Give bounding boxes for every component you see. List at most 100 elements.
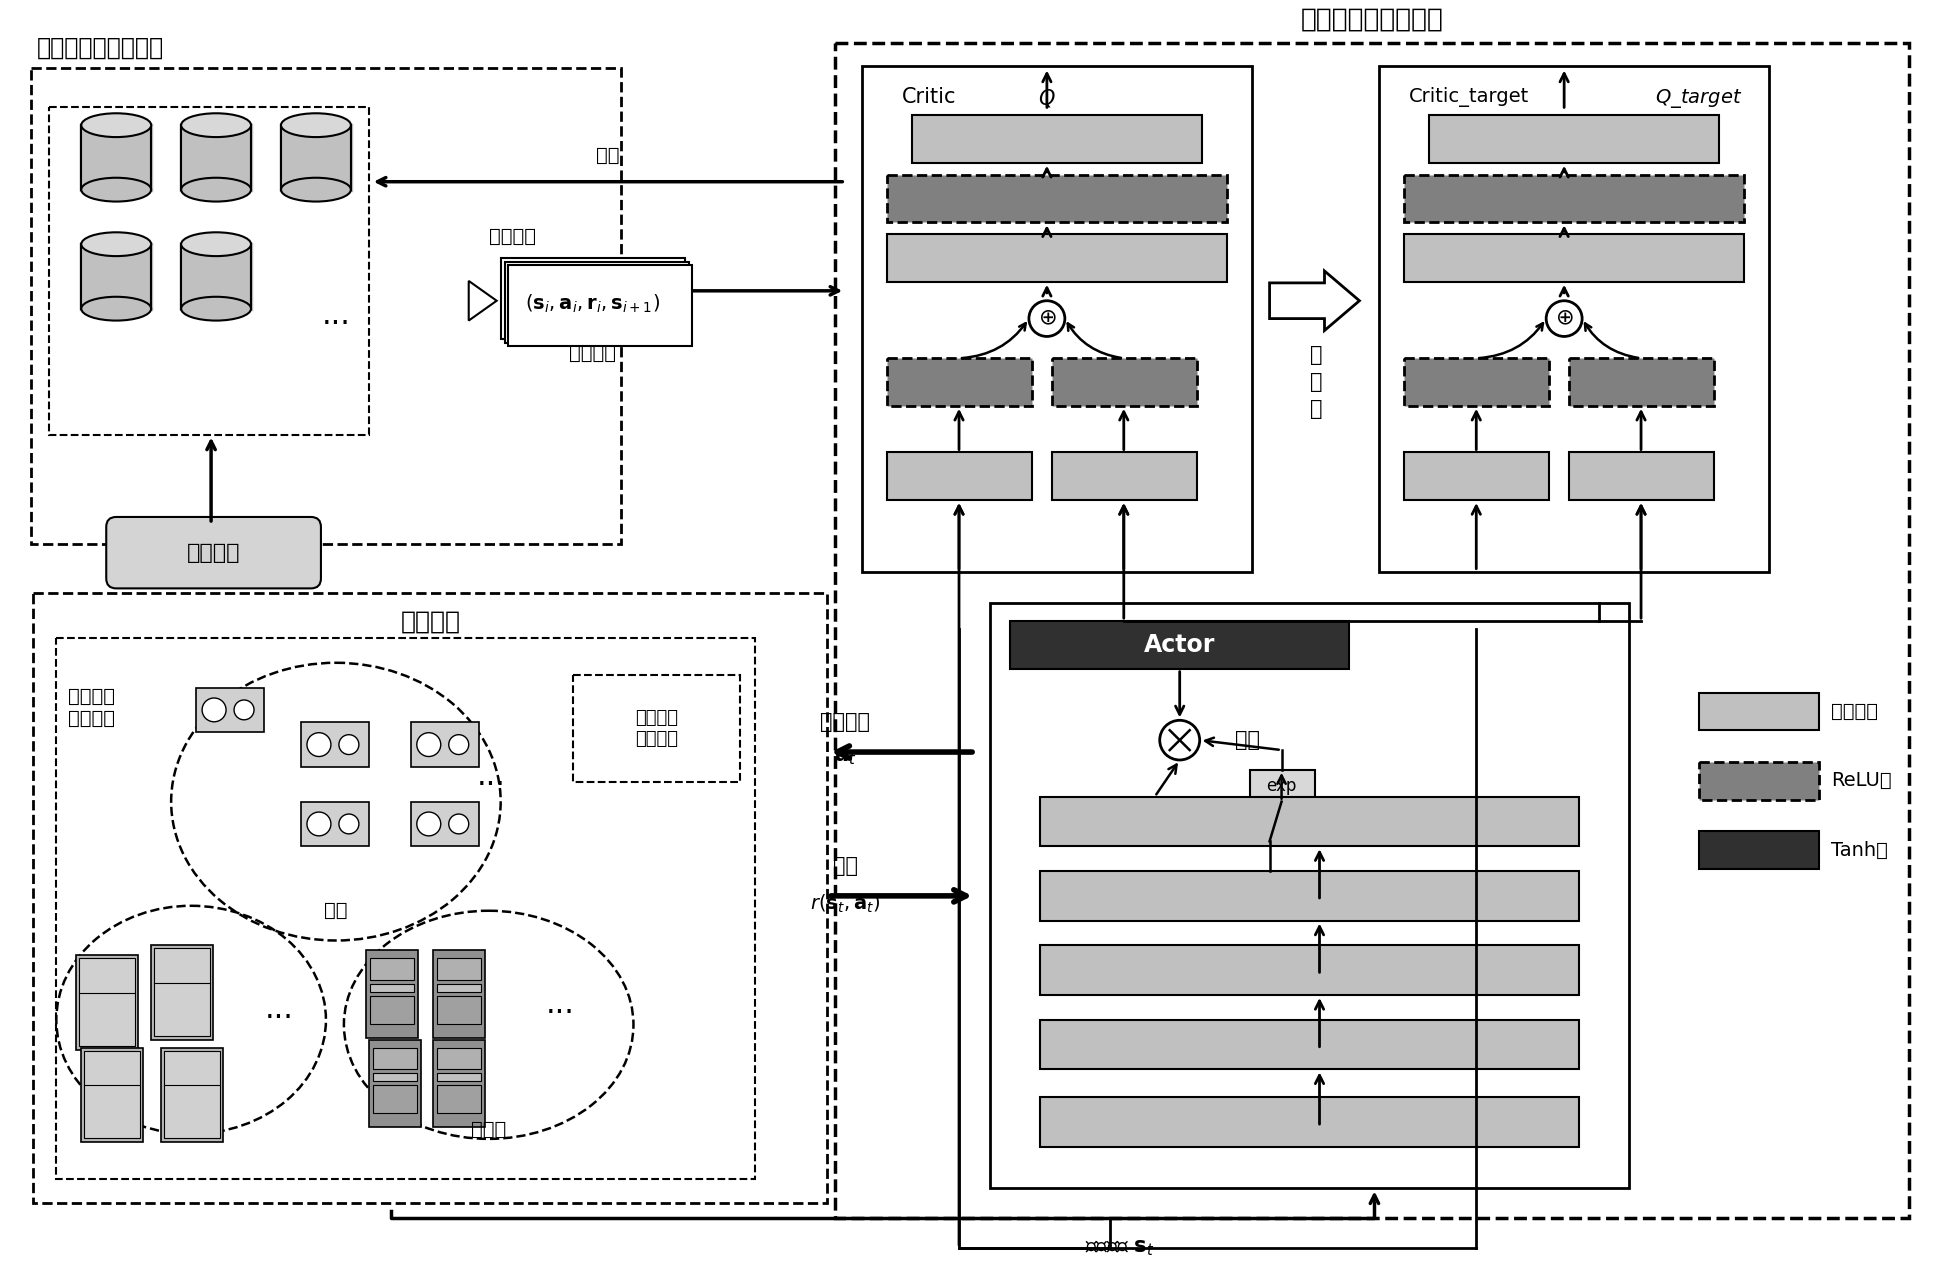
Ellipse shape [282, 114, 352, 137]
Bar [1699, 692, 1820, 730]
Text: 存储: 存储 [596, 145, 619, 164]
Circle shape [307, 812, 330, 836]
Bar [369, 1040, 421, 1127]
Text: 智能体经验回放单元: 智能体经验回放单元 [37, 35, 163, 59]
Ellipse shape [181, 233, 251, 256]
Bar [887, 175, 1227, 223]
Bar [153, 949, 210, 984]
Bar [282, 125, 352, 190]
Ellipse shape [181, 178, 251, 201]
Ellipse shape [82, 233, 151, 256]
Bar [505, 262, 689, 343]
Bar [365, 950, 418, 1037]
Bar [1039, 797, 1579, 846]
Bar [887, 453, 1031, 500]
Bar [31, 67, 621, 544]
Bar [990, 603, 1629, 1189]
Bar [835, 43, 1909, 1218]
Bar [1039, 945, 1579, 996]
Bar [433, 1040, 486, 1127]
Text: Critic_target: Critic_target [1410, 87, 1530, 108]
Bar [82, 1047, 144, 1142]
Bar [165, 1051, 219, 1087]
Text: 奖励: 奖励 [833, 856, 858, 877]
Bar [196, 688, 264, 732]
Bar [301, 722, 369, 767]
Bar [1039, 872, 1579, 921]
FancyBboxPatch shape [107, 517, 320, 588]
Circle shape [340, 735, 359, 754]
Text: ...: ... [322, 301, 350, 330]
Bar [437, 1047, 482, 1069]
Text: exp: exp [1266, 777, 1297, 794]
Circle shape [340, 815, 359, 834]
Bar [1569, 358, 1715, 406]
Text: 强化学习智能体模型: 强化学习智能体模型 [1301, 6, 1443, 33]
Bar [437, 959, 482, 980]
Text: 热水器: 热水器 [472, 1120, 507, 1138]
Bar [165, 1085, 219, 1138]
Bar [151, 945, 214, 1040]
Bar [373, 1074, 418, 1082]
Polygon shape [468, 281, 497, 320]
Text: 经验采样: 经验采样 [489, 228, 536, 247]
Polygon shape [1270, 271, 1359, 330]
Ellipse shape [181, 297, 251, 320]
Bar [437, 996, 482, 1023]
Text: 冰箱: 冰箱 [179, 1114, 202, 1133]
Text: 控制策略: 控制策略 [820, 712, 870, 732]
Bar [1404, 358, 1550, 406]
Bar [1429, 115, 1719, 163]
Bar [84, 1085, 140, 1138]
Text: 软: 软 [1311, 345, 1323, 366]
Text: $(\mathbf{s}_i, \mathbf{a}_i, \mathbf{r}_i, \mathbf{s}_{i+1})$: $(\mathbf{s}_i, \mathbf{a}_i, \mathbf{r}… [524, 292, 660, 315]
Bar [1404, 453, 1550, 500]
Circle shape [202, 698, 225, 722]
Ellipse shape [181, 114, 251, 137]
Circle shape [449, 815, 468, 834]
Text: Actor: Actor [1144, 632, 1216, 657]
Bar [1699, 831, 1820, 869]
Circle shape [418, 732, 441, 756]
Bar [301, 802, 369, 846]
Bar [1053, 358, 1196, 406]
Circle shape [1029, 301, 1064, 336]
Bar [373, 1085, 418, 1113]
Bar [501, 258, 686, 339]
Ellipse shape [82, 297, 151, 320]
Bar [181, 125, 251, 190]
Bar [82, 125, 151, 190]
Text: $\mathbf{a}_t$: $\mathbf{a}_t$ [833, 748, 856, 767]
Bar [1404, 175, 1744, 223]
Circle shape [1546, 301, 1583, 336]
Bar [433, 950, 486, 1037]
Bar [80, 959, 136, 994]
Ellipse shape [282, 178, 352, 201]
Bar [1039, 1097, 1579, 1147]
Bar [437, 984, 482, 992]
Text: 运行状态 $\mathbf{s}_t$: 运行状态 $\mathbf{s}_t$ [1086, 1238, 1155, 1259]
Bar [369, 996, 414, 1023]
Bar [412, 802, 480, 846]
Circle shape [1159, 720, 1200, 760]
Bar [507, 266, 693, 347]
Text: $Q\_target$: $Q\_target$ [1655, 87, 1742, 110]
Bar [573, 674, 740, 782]
Text: $\oplus$: $\oplus$ [1556, 309, 1573, 329]
Text: ...: ... [264, 996, 293, 1025]
Bar [913, 115, 1202, 163]
Text: 样本集合: 样本集合 [569, 344, 616, 363]
Bar [80, 993, 136, 1046]
Bar [82, 244, 151, 309]
Text: $r(\mathbf{s}_t,\mathbf{a}_t)$: $r(\mathbf{s}_t,\mathbf{a}_t)$ [810, 893, 880, 915]
Text: 电力系统
频率偏差: 电力系统 频率偏差 [635, 708, 678, 748]
Bar [437, 1085, 482, 1113]
Text: Critic: Critic [903, 87, 957, 108]
Bar [1053, 453, 1196, 500]
Bar [437, 1074, 482, 1082]
Bar [369, 959, 414, 980]
Bar [1039, 1020, 1579, 1069]
Bar [1379, 66, 1769, 572]
Text: $Q$: $Q$ [1039, 87, 1056, 110]
Bar [76, 955, 138, 1050]
